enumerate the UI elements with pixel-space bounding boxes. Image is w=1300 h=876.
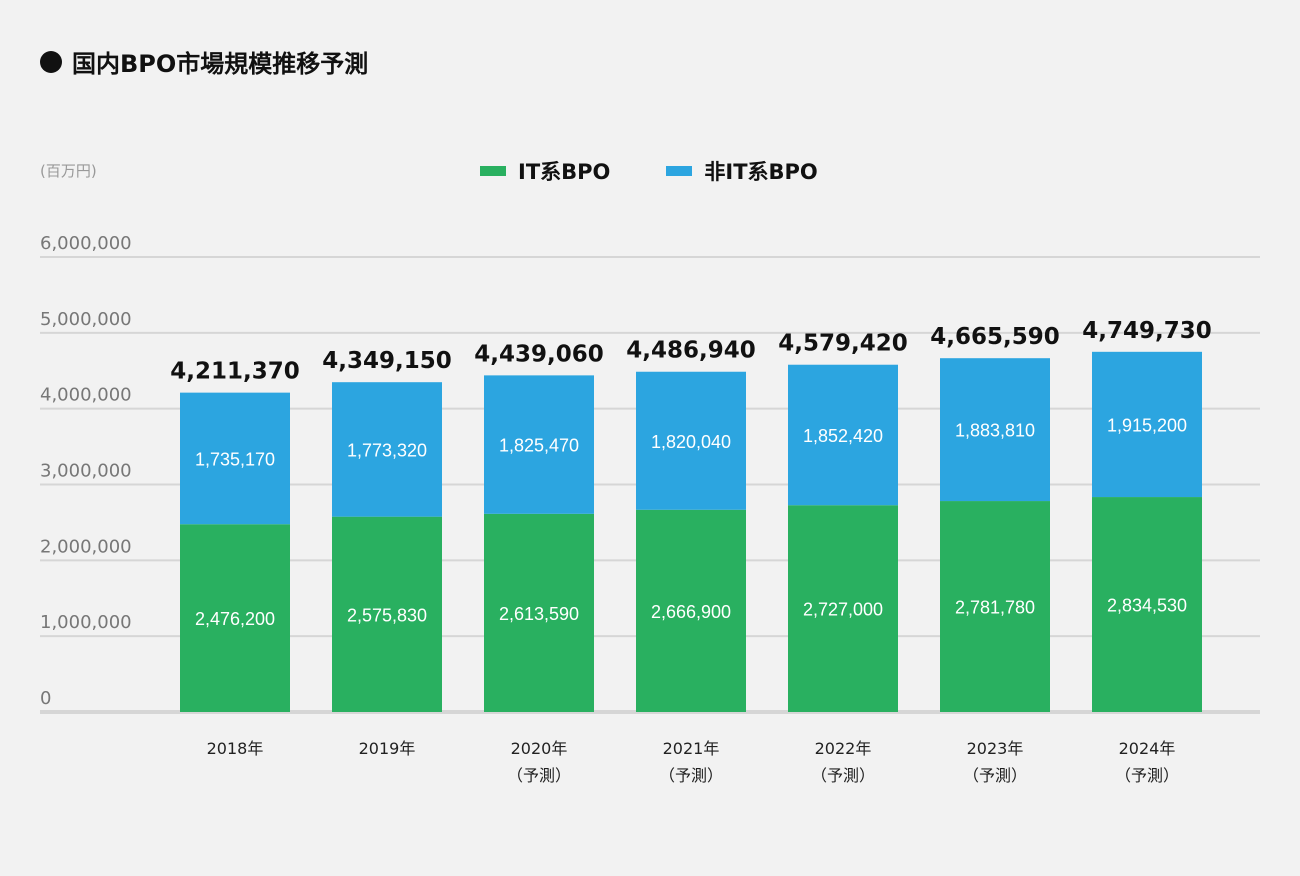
- bar-segment-it: [484, 513, 594, 712]
- legend-swatch: [666, 166, 693, 176]
- bar-segment-non-it: [484, 375, 594, 514]
- x-tick-label: 2021年: [663, 739, 720, 758]
- total-label: 4,439,060: [474, 341, 604, 367]
- bar-segment-non-it: [1092, 351, 1202, 498]
- y-tick-label: 0: [40, 688, 51, 709]
- x-tick-label: 2018年: [207, 739, 264, 758]
- bar-segment-it: [788, 505, 898, 712]
- x-tick-label: 2023年: [967, 739, 1024, 758]
- legend-item-it: IT系BPO: [480, 156, 610, 186]
- bar-segment-it: [1092, 497, 1202, 712]
- bar-segment-non-it: [180, 392, 290, 525]
- data-label: 2,613,590: [499, 604, 579, 624]
- bar-segment-non-it: [940, 358, 1050, 502]
- y-tick-label: 5,000,000: [40, 309, 132, 330]
- data-label: 2,781,780: [955, 598, 1035, 618]
- y-axis-unit: (百万円): [40, 162, 97, 180]
- x-tick-label: 2019年: [359, 739, 416, 758]
- data-label: 2,834,530: [1107, 596, 1187, 616]
- total-label: 4,486,940: [626, 338, 756, 364]
- chart-title: 国内BPO市場規模推移予測: [40, 44, 368, 79]
- data-label: 1,915,200: [1107, 415, 1187, 435]
- x-tick-label: 2022年: [815, 739, 872, 758]
- legend: IT系BPO 非IT系BPO: [480, 156, 818, 186]
- y-tick-label: 4,000,000: [40, 385, 132, 406]
- y-tick-label: 6,000,000: [40, 233, 132, 254]
- total-label: 4,665,590: [930, 324, 1060, 350]
- bar-segment-non-it: [636, 371, 746, 510]
- legend-swatch: [480, 166, 506, 176]
- chart-title-text: 国内BPO市場規模推移予測: [72, 50, 369, 78]
- data-label: 1,773,320: [347, 440, 427, 460]
- x-tick-label: 2024年: [1119, 739, 1176, 758]
- bar-segment-it: [636, 509, 746, 712]
- data-label: 1,852,420: [803, 426, 883, 446]
- total-label: 4,579,420: [778, 331, 908, 357]
- data-label: 1,825,470: [499, 436, 579, 456]
- bar-segment-it: [180, 524, 290, 712]
- data-label: 2,575,830: [347, 605, 427, 625]
- x-tick-sublabel: （予測）: [963, 766, 1027, 785]
- y-tick-label: 1,000,000: [40, 612, 132, 633]
- y-tick-label: 2,000,000: [40, 536, 132, 557]
- bar-segment-non-it: [788, 364, 898, 506]
- legend-label: IT系BPO: [518, 160, 611, 184]
- data-label: 1,735,170: [195, 449, 275, 469]
- x-tick-sublabel: （予測）: [811, 766, 875, 785]
- x-tick-sublabel: （予測）: [1115, 766, 1179, 785]
- total-label: 4,749,730: [1082, 318, 1212, 344]
- x-tick-sublabel: （予測）: [507, 766, 571, 785]
- bar-segment-non-it: [332, 382, 442, 517]
- data-label: 1,883,810: [955, 421, 1035, 441]
- y-tick-label: 3,000,000: [40, 461, 132, 482]
- bullet-icon: [40, 50, 62, 73]
- legend-item-non-it: 非IT系BPO: [666, 156, 818, 186]
- total-label: 4,211,370: [170, 359, 300, 385]
- total-label: 4,349,150: [322, 348, 452, 374]
- data-label: 2,666,900: [651, 602, 731, 622]
- data-label: 2,727,000: [803, 600, 883, 620]
- bar-segment-it: [332, 516, 442, 712]
- data-label: 1,820,040: [651, 432, 731, 452]
- data-label: 2,476,200: [195, 609, 275, 629]
- bar-segment-it: [940, 501, 1050, 712]
- x-tick-label: 2020年: [511, 739, 568, 758]
- x-tick-sublabel: （予測）: [659, 766, 723, 785]
- legend-label: 非IT系BPO: [704, 160, 818, 184]
